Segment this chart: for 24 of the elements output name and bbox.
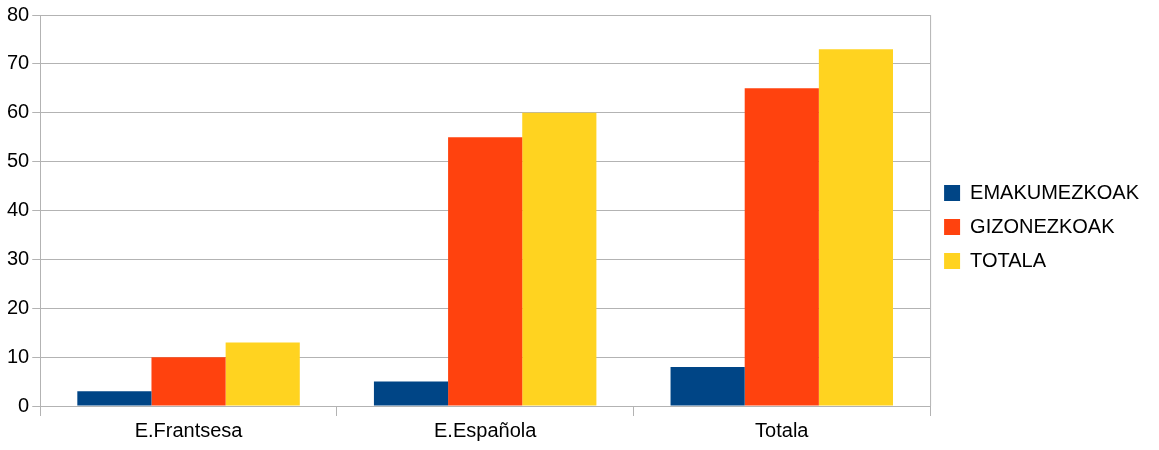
bar (818, 49, 894, 406)
legend-label: EMAKUMEZKOAK (970, 180, 1140, 203)
bar (77, 391, 152, 406)
bar (225, 342, 300, 406)
bar (373, 381, 449, 406)
bar (448, 137, 523, 406)
y-tick-label: 60 (7, 100, 30, 123)
x-tick-label: E.Frantsesa (134, 418, 244, 441)
y-tick-label: 0 (18, 393, 30, 416)
bar (670, 366, 745, 406)
bar (151, 357, 226, 406)
y-tick-label: 10 (7, 344, 30, 367)
x-tick-label: Totala (755, 418, 810, 441)
y-tick-label: 20 (7, 295, 30, 318)
y-tick-label: 40 (7, 198, 30, 221)
y-tick-label: 50 (7, 149, 30, 172)
y-tick-label: 70 (7, 51, 30, 74)
legend-label: TOTALA (970, 248, 1047, 271)
y-tick-label: 80 (7, 2, 30, 25)
y-tick-label: 30 (7, 246, 30, 269)
bar (744, 88, 819, 406)
x-tick-label: E.Española (434, 418, 538, 441)
legend-label: GIZONEZKOAK (970, 214, 1116, 237)
bar (522, 112, 597, 406)
